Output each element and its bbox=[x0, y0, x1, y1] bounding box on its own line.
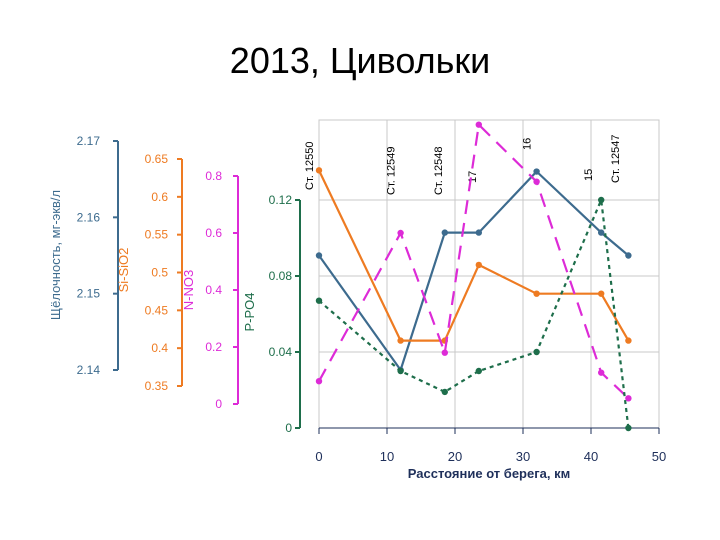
nitrate-data-point bbox=[625, 395, 632, 402]
alkalinity-tick-label: 2.14 bbox=[77, 363, 101, 377]
phosphate-data-point bbox=[315, 297, 323, 304]
silicon-data-point bbox=[598, 290, 605, 297]
slide-title: 2013, Цивольки bbox=[229, 40, 491, 81]
silicon-tick-label: 0.55 bbox=[145, 228, 169, 242]
phosphate-data-point bbox=[625, 424, 632, 432]
nitrate-series-line bbox=[318, 123, 630, 400]
alkalinity-data-point bbox=[598, 229, 605, 236]
silicon-tick-label: 0.6 bbox=[151, 190, 168, 204]
nitrate-data-point bbox=[533, 178, 540, 185]
x-tick-label: 50 bbox=[652, 449, 666, 464]
nitrate-tick-label: 0.8 bbox=[205, 169, 222, 183]
silicon-tick-label: 0.35 bbox=[145, 379, 169, 393]
station-label: 15 bbox=[583, 169, 595, 181]
alkalinity-data-point bbox=[315, 252, 323, 259]
station-label: Ст. 12547 bbox=[610, 135, 622, 183]
alkalinity-tick-label: 2.17 bbox=[77, 134, 101, 148]
silicon-data-point bbox=[625, 337, 632, 344]
x-tick-label: 0 bbox=[315, 449, 322, 464]
phosphate-data-point bbox=[533, 348, 540, 356]
plot-frame bbox=[318, 119, 660, 429]
phosphate-tick-label: 0.08 bbox=[269, 269, 293, 283]
silicon-tick-label: 0.4 bbox=[151, 341, 168, 355]
x-axis: 0 10 20 30 40 50 Расстояние от берега, км bbox=[315, 427, 666, 481]
x-axis-title: Расстояние от берега, км bbox=[408, 466, 570, 481]
x-tick-label: 10 bbox=[380, 449, 394, 464]
phosphate-data-point bbox=[441, 388, 448, 396]
station-label: 16 bbox=[522, 138, 534, 150]
phosphate-tick-label: 0 bbox=[285, 421, 292, 435]
alkalinity-data-point bbox=[625, 252, 632, 259]
nitrate-data-point bbox=[475, 121, 482, 128]
phosphate-tick-label: 0.12 bbox=[269, 193, 293, 207]
nitrate-data-point bbox=[397, 229, 404, 237]
silicon-tick-label: 0.5 bbox=[151, 266, 168, 280]
series-lines bbox=[315, 121, 632, 432]
station-label: 17 bbox=[467, 171, 479, 183]
station-label: Ст. 12549 bbox=[386, 147, 398, 195]
alkalinity-tick-label: 2.15 bbox=[77, 287, 101, 301]
y-axes: 2.17 2.16 2.15 2.14 Щёлочность, мг-экв/л 0.65… bbox=[48, 134, 301, 435]
silicon-data-point bbox=[397, 337, 404, 344]
gridlines bbox=[318, 119, 660, 429]
silicon-data-point bbox=[533, 290, 540, 297]
alkalinity-axis-title: Щёлочность, мг-экв/л bbox=[48, 190, 63, 320]
nitrate-tick-label: 0.6 bbox=[205, 226, 222, 240]
alkalinity-data-point bbox=[441, 229, 448, 236]
phosphate-data-point bbox=[475, 367, 482, 375]
phosphate-axis-title: P-PO4 bbox=[242, 292, 257, 331]
alkalinity-data-point bbox=[475, 229, 482, 236]
x-tick-label: 40 bbox=[584, 449, 598, 464]
silicon-axis-title: Si-SiO2 bbox=[116, 248, 131, 293]
nitrate-tick-label: 0 bbox=[215, 397, 222, 411]
nitrate-axis-title: N-NO3 bbox=[181, 270, 196, 310]
alkalinity-series-line bbox=[318, 170, 630, 372]
nitrate-data-point bbox=[441, 349, 448, 356]
nitrate-data-point bbox=[598, 369, 605, 376]
alkalinity-tick-label: 2.16 bbox=[77, 210, 101, 224]
phosphate-data-point bbox=[397, 367, 404, 375]
nitrate-tick-label: 0.2 bbox=[205, 340, 222, 354]
silicon-data-point bbox=[315, 167, 323, 174]
station-labels: Ст. 12550 Ст. 12549 Ст. 12548 17 16 15 Ст. 125… bbox=[304, 135, 622, 195]
station-label: Ст. 12548 bbox=[433, 147, 445, 195]
station-label: Ст. 12550 bbox=[304, 142, 316, 190]
x-tick-label: 20 bbox=[448, 449, 462, 464]
silicon-tick-label: 0.45 bbox=[145, 303, 169, 317]
silicon-data-point bbox=[475, 261, 482, 269]
nitrate-data-point bbox=[315, 378, 323, 385]
phosphate-tick-label: 0.04 bbox=[269, 345, 293, 359]
x-tick-label: 30 bbox=[516, 449, 530, 464]
alkalinity-data-point bbox=[533, 168, 540, 175]
nitrate-tick-label: 0.4 bbox=[205, 283, 222, 297]
silicon-tick-label: 0.65 bbox=[145, 152, 169, 166]
phosphate-data-point bbox=[598, 196, 605, 204]
